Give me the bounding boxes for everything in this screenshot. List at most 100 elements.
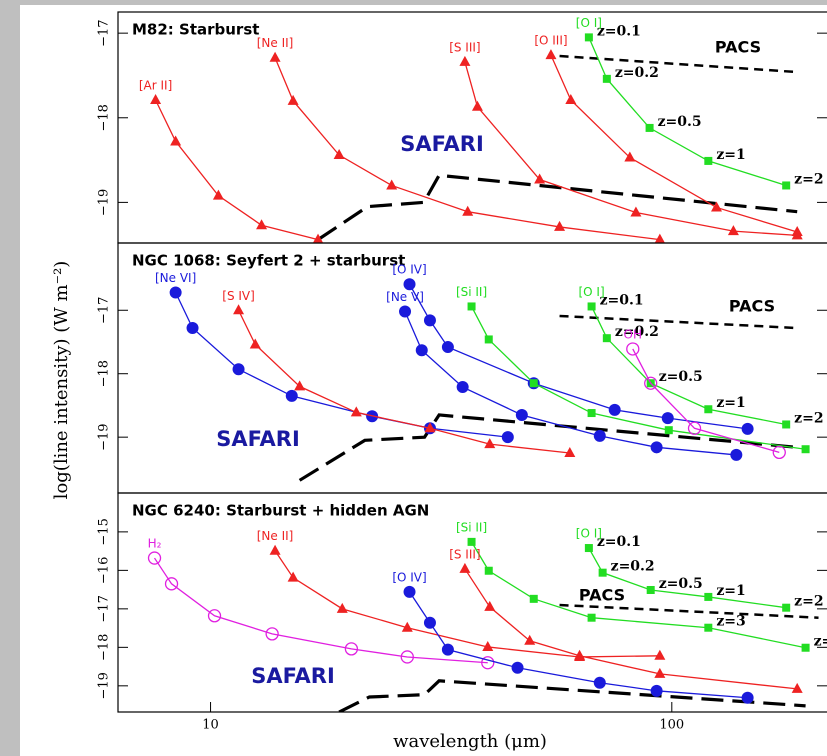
- point-label: z=0.2: [615, 65, 659, 81]
- point-label: z=0.1: [597, 534, 641, 550]
- marker: [424, 422, 436, 433]
- marker: [574, 649, 586, 660]
- series-label: [Ar II]: [139, 79, 172, 93]
- point-label: z=0.1: [600, 292, 644, 308]
- marker: [654, 649, 666, 660]
- marker: [645, 123, 654, 132]
- point-label: z=0.2: [615, 324, 659, 340]
- marker: [593, 676, 606, 689]
- series-line: [632, 348, 780, 454]
- marker: [524, 634, 536, 645]
- marker: [147, 551, 162, 565]
- series-line: [464, 568, 798, 690]
- y-tick-label: −19: [97, 672, 112, 699]
- marker: [602, 74, 611, 83]
- y-tick-label: −15: [97, 518, 112, 545]
- marker: [501, 431, 514, 444]
- marker: [545, 49, 557, 60]
- marker: [459, 55, 471, 66]
- marker: [186, 322, 199, 335]
- marker: [164, 577, 179, 591]
- y-axis-label: log(line intensity) (W m⁻²): [51, 261, 72, 500]
- marker: [587, 302, 596, 311]
- marker: [456, 381, 469, 394]
- series-label: [O III]: [534, 34, 567, 48]
- marker: [287, 571, 299, 582]
- limit-line: [559, 603, 819, 619]
- series-label: OH: [624, 327, 642, 341]
- marker: [650, 684, 663, 697]
- marker: [626, 342, 640, 356]
- marker: [630, 206, 642, 217]
- marker: [587, 613, 596, 622]
- marker: [564, 447, 576, 458]
- marker: [287, 94, 299, 105]
- marker: [730, 448, 743, 461]
- marker: [608, 403, 621, 416]
- point-label: z=3: [716, 614, 745, 630]
- marker: [484, 600, 496, 611]
- point-label: z=0.5: [659, 576, 703, 592]
- marker: [399, 305, 412, 318]
- marker: [294, 380, 306, 391]
- plot-area: [150, 33, 803, 243]
- plot-area: [147, 537, 819, 712]
- marker: [602, 334, 611, 343]
- marker: [462, 205, 474, 216]
- x-axis-label: wavelength (μm): [393, 731, 547, 752]
- marker: [401, 621, 413, 632]
- marker: [333, 149, 345, 159]
- marker: [772, 445, 786, 460]
- marker: [598, 568, 607, 577]
- y-tick-label: −19: [97, 189, 112, 216]
- figure-background: [20, 5, 827, 756]
- marker: [467, 302, 476, 311]
- marker: [791, 682, 803, 693]
- marker: [704, 405, 713, 414]
- series-label: [Si II]: [456, 520, 487, 534]
- marker: [484, 335, 493, 344]
- panel-title: M82: Starburst: [132, 21, 259, 39]
- marker: [212, 189, 224, 200]
- marker: [801, 445, 810, 454]
- marker: [403, 278, 416, 291]
- marker: [650, 441, 663, 454]
- series-label: [S III]: [449, 40, 480, 54]
- panel: NGC 6240: Starburst + hidden AGN −15 −16 −1…: [97, 492, 827, 733]
- point-label: z=0.2: [611, 559, 655, 575]
- marker: [704, 623, 713, 632]
- series-label: H₂: [148, 537, 162, 551]
- marker: [484, 438, 496, 449]
- series-label: [O IV]: [392, 263, 426, 277]
- limit-line: [559, 314, 798, 330]
- marker: [661, 412, 674, 425]
- y-tick-label: −18: [97, 360, 112, 387]
- limit-line: [298, 413, 798, 482]
- marker: [654, 233, 665, 243]
- y-tick-label: −16: [97, 557, 112, 584]
- series-label: [Ne V]: [386, 290, 424, 304]
- marker: [587, 409, 596, 418]
- limit-label: SAFARI: [216, 427, 300, 451]
- limit-label: PACS: [729, 297, 775, 316]
- y-tick-label: −18: [97, 634, 112, 661]
- marker: [646, 585, 655, 594]
- marker: [529, 379, 538, 388]
- marker: [265, 627, 279, 641]
- marker: [285, 389, 298, 402]
- marker: [782, 181, 791, 190]
- marker: [269, 544, 281, 555]
- marker: [423, 616, 436, 629]
- marker: [529, 594, 538, 603]
- marker: [584, 33, 593, 42]
- y-tick-label: −17: [97, 19, 112, 46]
- marker: [150, 94, 162, 104]
- panel-title: NGC 1068: Seyfert 2 + starburst: [132, 252, 405, 270]
- marker: [403, 585, 416, 598]
- point-label: z=0.5: [659, 369, 703, 385]
- marker: [624, 151, 636, 162]
- marker: [782, 420, 791, 429]
- x-tick-label: 100: [659, 718, 684, 733]
- y-tick-label: −17: [97, 595, 112, 622]
